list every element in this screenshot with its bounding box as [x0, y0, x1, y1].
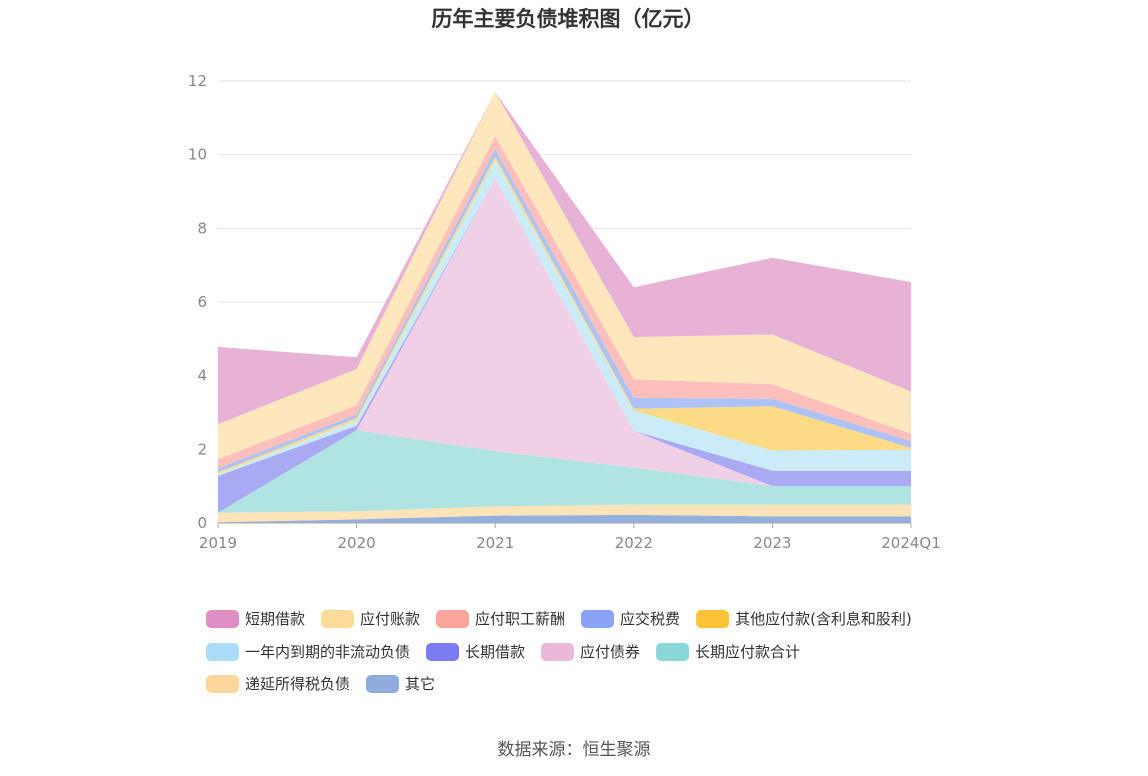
- legend-label: 长期借款: [465, 643, 525, 661]
- legend-swatch: [206, 610, 239, 628]
- legend-label: 短期借款: [245, 610, 305, 628]
- area-series: [218, 156, 911, 475]
- area-series: [218, 92, 911, 425]
- area-series: [218, 178, 911, 513]
- legend-swatch: [321, 610, 355, 628]
- legend-item[interactable]: 其它: [366, 675, 435, 693]
- x-tick-label: 2022: [615, 534, 653, 552]
- legend-label: 应付账款: [360, 610, 420, 628]
- y-tick-label: 4: [197, 367, 207, 385]
- legend-swatch: [426, 643, 460, 661]
- legend-label: 长期应付款合计: [695, 643, 800, 661]
- data-source-note: 数据来源：恒生聚源: [498, 740, 651, 760]
- x-tick-label: 2020: [338, 534, 376, 552]
- legend-item[interactable]: 其他应付款(含利息和股利): [696, 610, 912, 628]
- legend-swatch: [436, 610, 470, 628]
- area-series: [218, 514, 911, 523]
- legend-item[interactable]: 应付账款: [321, 610, 420, 628]
- legend-label: 一年内到期的非流动负债: [245, 643, 410, 661]
- area-series: [218, 178, 911, 513]
- legend-item[interactable]: 短期借款: [206, 610, 305, 628]
- y-tick-label: 12: [188, 72, 207, 90]
- y-tick-label: 2: [197, 440, 207, 458]
- area-series-group: [218, 92, 911, 523]
- y-tick-label: 10: [188, 146, 207, 164]
- legend-swatch: [206, 643, 239, 661]
- legend-label: 其他应付款(含利息和股利): [735, 610, 912, 628]
- legend[interactable]: 短期借款 应付账款 应付职工薪酬 应交税费 其他应付款(含利息和股利) 一年内到期的非流动…: [206, 610, 912, 693]
- legend-swatch: [206, 675, 239, 693]
- y-tick-label: 6: [197, 293, 207, 311]
- legend-item[interactable]: 一年内到期的非流动负债: [206, 643, 410, 661]
- legend-item[interactable]: 递延所得税负债: [206, 675, 350, 693]
- x-tick-label: 2021: [476, 534, 514, 552]
- legend-swatch: [541, 643, 575, 661]
- chart-title: 历年主要负债堆积图（亿元）: [432, 7, 705, 31]
- legend-label: 递延所得税负债: [245, 675, 350, 693]
- legend-item[interactable]: 应付职工薪酬: [436, 610, 565, 628]
- legend-item[interactable]: 长期借款: [426, 643, 525, 661]
- legend-item[interactable]: 应交税费: [581, 610, 680, 628]
- area-series: [218, 504, 911, 523]
- legend-swatch: [366, 675, 400, 693]
- x-tick-label: 2024Q1: [881, 534, 941, 552]
- x-tick-label: 2019: [199, 534, 237, 552]
- legend-label: 其它: [405, 675, 435, 693]
- legend-swatch: [696, 610, 730, 628]
- legend-label: 应付职工薪酬: [475, 610, 565, 628]
- y-tick-label: 8: [197, 219, 207, 237]
- area-series: [218, 136, 911, 469]
- legend-swatch: [581, 610, 615, 628]
- x-tick-label: 2023: [753, 534, 791, 552]
- legend-label: 应交税费: [620, 610, 680, 628]
- area-series: [218, 430, 911, 513]
- legend-item[interactable]: 应付债券: [541, 643, 640, 661]
- y-tick-label: 0: [197, 514, 207, 532]
- axes: 0 2 4 6 8 10 12 2019 2020 2021 2022 2023 2024Q1: [188, 72, 941, 552]
- area-series: [218, 92, 911, 460]
- legend-item[interactable]: 长期应付款合计: [656, 643, 800, 661]
- legend-swatch: [656, 643, 690, 661]
- legend-label: 应付债券: [580, 643, 640, 661]
